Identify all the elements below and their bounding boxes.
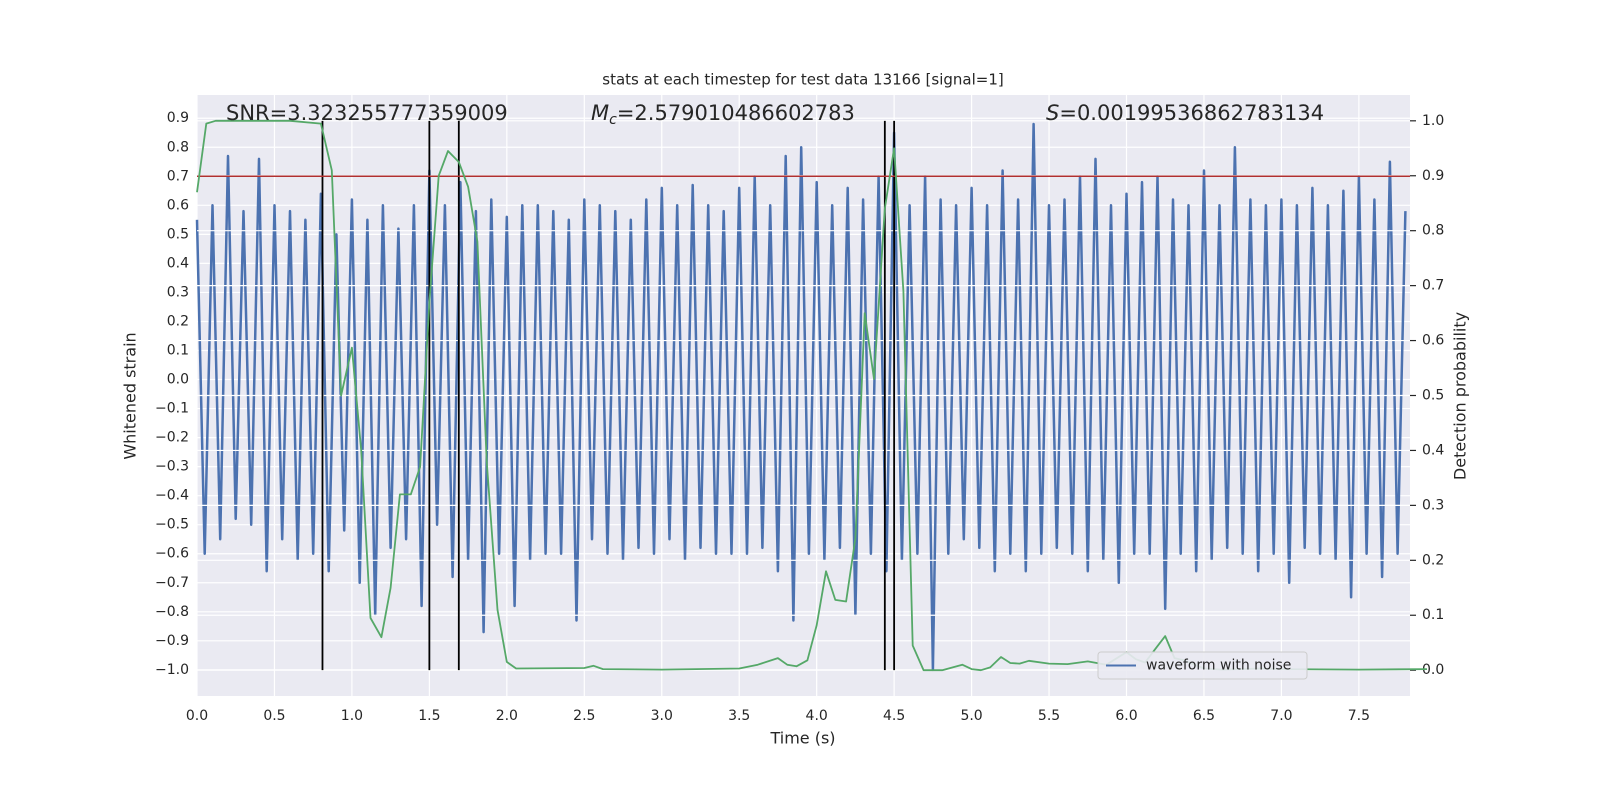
- annotation: SNR=3.323255777359009: [226, 101, 508, 125]
- y-tick-label: −0.7: [155, 575, 189, 591]
- annotation-text: =0.00199536862783134: [1059, 101, 1324, 125]
- y-tick-label: −0.3: [155, 459, 189, 475]
- x-tick-label: 7.5: [1348, 708, 1370, 724]
- y-tick-label: 0.7: [167, 168, 189, 184]
- x-tick-label: 4.5: [883, 708, 905, 724]
- y-tick-label: −0.6: [155, 546, 189, 562]
- y-tick-label: −0.1: [155, 401, 189, 417]
- y-tick-label: 0.2: [167, 313, 189, 329]
- waveform-line: [195, 122, 1407, 672]
- y-tick-label: −0.8: [155, 604, 189, 620]
- x-axis-label: Time (s): [769, 729, 835, 748]
- y2-tick-label: 0.4: [1422, 442, 1444, 458]
- y-tick-label: 0.3: [167, 284, 189, 300]
- y2-tick-label: 0.2: [1422, 552, 1444, 568]
- x-tick-label: 2.0: [496, 708, 518, 724]
- y2-tick-label: 0.5: [1422, 388, 1444, 404]
- x-tick-label: 6.0: [1115, 708, 1137, 724]
- legend-box: [1097, 651, 1308, 680]
- y2-tick-label: 0.9: [1422, 168, 1444, 184]
- x-tick-label: 1.5: [418, 708, 440, 724]
- annotation-text: SNR=3.323255777359009: [226, 101, 508, 125]
- y-tick-label: 0.8: [167, 139, 189, 155]
- y-tick-label: 0.6: [167, 197, 189, 213]
- x-tick-label: 5.5: [1038, 708, 1060, 724]
- y2-tick-label: 0.8: [1422, 223, 1444, 239]
- x-tick-label: 6.5: [1193, 708, 1215, 724]
- x-tick-label: 2.5: [573, 708, 595, 724]
- annotation: S=0.00199536862783134: [1046, 101, 1324, 125]
- y2-tick-label: 0.1: [1422, 607, 1444, 623]
- y-tick-label: −0.5: [155, 517, 189, 533]
- y-axis-label: Whitened strain: [121, 332, 140, 459]
- annotation-text: =2.579010486602783: [617, 101, 855, 125]
- y-tick-label: 0.9: [167, 110, 189, 126]
- legend-label: waveform with noise: [1146, 658, 1291, 674]
- x-tick-label: 0.5: [263, 708, 285, 724]
- y2-tick-label: 0.7: [1422, 278, 1444, 294]
- y-tick-label: 0.0: [167, 372, 189, 388]
- y-tick-label: −1.0: [155, 662, 189, 678]
- annotation-subscript: c: [609, 112, 617, 128]
- y-tick-label: −0.4: [155, 488, 189, 504]
- chart-title: stats at each timestep for test data 131…: [602, 71, 1003, 89]
- y-tick-label: −0.2: [155, 430, 189, 446]
- x-tick-label: 3.0: [651, 708, 673, 724]
- y-tick-label: −0.9: [155, 633, 189, 649]
- y2-tick-label: 0.6: [1422, 333, 1444, 349]
- x-tick-label: 0.0: [186, 708, 208, 724]
- annotation: Mc=2.579010486602783: [591, 101, 855, 128]
- x-tick-label: 7.0: [1270, 708, 1292, 724]
- annotation-symbol: M: [591, 101, 609, 125]
- y-tick-label: 0.4: [167, 255, 189, 271]
- y2-tick-label: 0.0: [1422, 662, 1444, 678]
- x-tick-label: 1.0: [341, 708, 363, 724]
- y-tick-label: 0.5: [167, 226, 189, 242]
- annotation-symbol: S: [1046, 101, 1059, 125]
- x-tick-label: 4.0: [806, 708, 828, 724]
- x-tick-label: 3.5: [728, 708, 750, 724]
- y2-axis-label: Detection probability: [1451, 312, 1470, 480]
- x-tick-label: 5.0: [960, 708, 982, 724]
- y2-tick-label: 1.0: [1422, 113, 1444, 129]
- y-tick-label: 0.1: [167, 342, 189, 358]
- y2-tick-label: 0.3: [1422, 497, 1444, 513]
